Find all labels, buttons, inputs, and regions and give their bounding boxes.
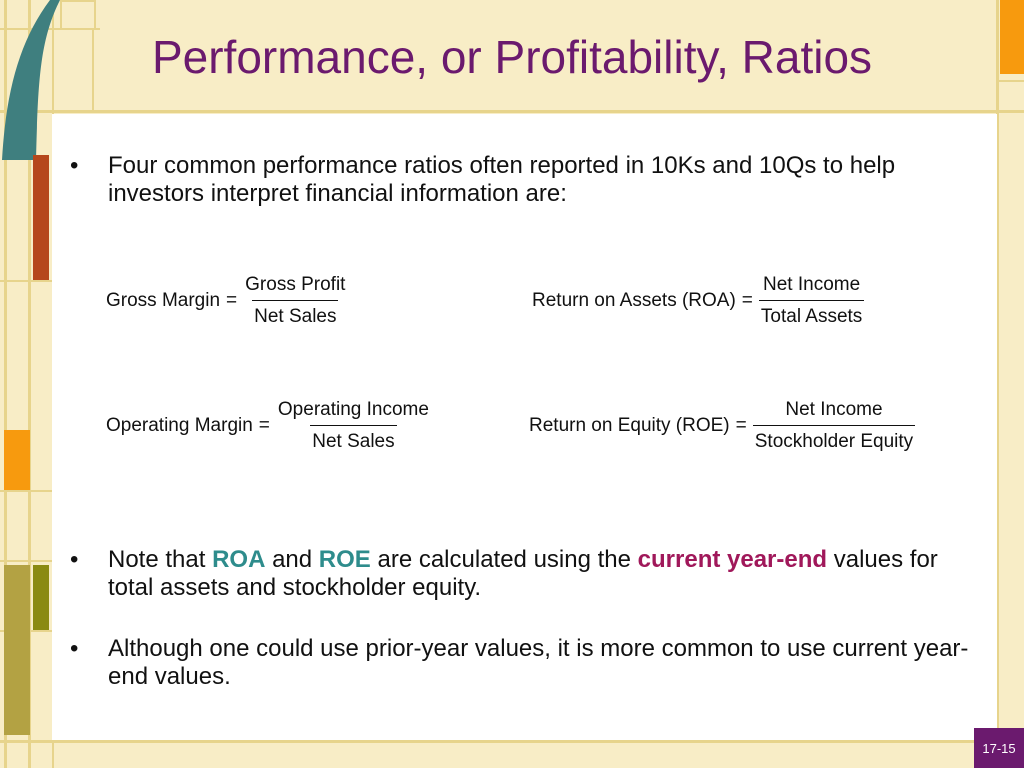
content-area: • Four common performance ratios often r… [52, 114, 997, 740]
decor-line [0, 560, 52, 562]
bullet-text: Four common performance ratios often rep… [108, 152, 896, 207]
denominator: Total Assets [758, 300, 865, 328]
formula-roa: Return on Assets (ROA) = Net Income Tota… [532, 274, 865, 328]
text-run: values for total assets and stockholder … [108, 546, 938, 601]
accent-block-rust [33, 155, 49, 280]
keyword-roe: ROE [318, 546, 371, 573]
bullet-marker: • [70, 546, 79, 573]
fraction: Net Income Total Assets [758, 274, 865, 328]
fraction: Net Income Stockholder Equity [752, 399, 916, 453]
numerator: Gross Profit [245, 274, 346, 295]
denominator: Stockholder Equity [752, 425, 916, 453]
decor-line [4, 0, 7, 768]
accent-block-orange [60, 0, 96, 30]
accent-block-olive-dark [33, 565, 49, 630]
equals-sign: = [258, 415, 270, 436]
decor-line [0, 280, 52, 282]
equals-sign: = [226, 290, 238, 311]
formula-gross-margin: Gross Margin = Gross Profit Net Sales [106, 274, 347, 328]
denominator: Net Sales [310, 425, 397, 453]
decor-line [0, 28, 100, 30]
decor-line [0, 110, 1024, 113]
decor-line [996, 0, 999, 768]
formula-lhs: Gross Margin [106, 290, 221, 311]
numerator: Net Income [785, 399, 883, 420]
formula-lhs: Return on Equity (ROE) [529, 415, 730, 436]
numerator: Net Income [763, 274, 861, 295]
fraction: Operating Income Net Sales [276, 399, 431, 453]
keyword-roa: ROA [212, 546, 266, 573]
accent-block-orange [1000, 0, 1024, 74]
text-run: Note that [108, 546, 213, 573]
text-run: are calculated using the [370, 546, 638, 573]
text-run: and [265, 546, 319, 573]
formula-lhs: Return on Assets (ROA) [532, 290, 736, 311]
accent-block-olive [4, 565, 30, 735]
fraction: Gross Profit Net Sales [243, 274, 347, 328]
formula-operating-margin: Operating Margin = Operating Income Net … [106, 399, 431, 453]
decor-line [0, 740, 1024, 743]
numerator: Operating Income [277, 399, 429, 420]
decor-line [996, 80, 1024, 82]
decor-line [0, 490, 52, 492]
equals-sign: = [741, 290, 753, 311]
slide-title: Performance, or Profitability, Ratios [151, 31, 873, 83]
bullet-text: Although one could use prior-year values… [108, 635, 969, 690]
keyword-current-year-end: current year-end [637, 546, 828, 573]
bullet-marker: • [70, 152, 79, 179]
bullet-marker: • [70, 635, 79, 662]
accent-block-orange [4, 430, 30, 490]
page-number: 17-15 [974, 728, 1024, 768]
decor-line [92, 0, 94, 112]
formula-lhs: Operating Margin [106, 415, 253, 436]
equals-sign: = [735, 415, 747, 436]
teal-swoosh [2, 0, 60, 160]
decor-line [28, 0, 31, 768]
formula-roe: Return on Equity (ROE) = Net Income Stoc… [529, 399, 916, 453]
denominator: Net Sales [252, 300, 339, 328]
bullet-text: Note that ROA and ROE are calculated usi… [108, 546, 978, 602]
